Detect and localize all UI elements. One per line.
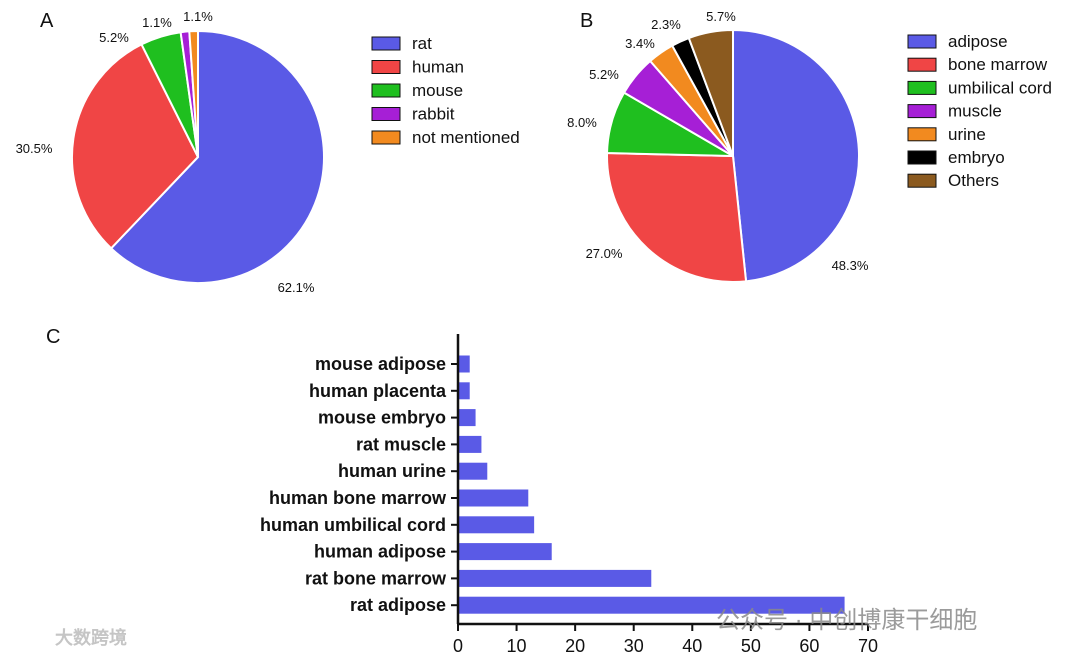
legend-label-mouse: mouse <box>412 81 463 100</box>
x-tick-label: 50 <box>741 636 761 656</box>
legend-label-umbilical-cord: umbilical cord <box>948 78 1052 97</box>
legend-label-human: human <box>412 58 464 77</box>
legend-label-adipose: adipose <box>948 32 1008 51</box>
legend-swatch-rat <box>371 36 401 51</box>
bar-human-bone-marrow <box>458 489 529 507</box>
pie-chart-b: 48.3% 27.0% 8.0% 5.2% 3.4% 2.3% 5.7% adipose bon… <box>567 9 1052 283</box>
legend-swatch-others <box>907 173 937 188</box>
pie-value-label: 1.1% <box>142 15 172 30</box>
legend-swatch-urine <box>907 127 937 142</box>
pie-value-label: 27.0% <box>586 246 623 261</box>
legend-swatch-human <box>371 60 401 74</box>
pie-slice-others <box>687 28 734 157</box>
bar-human-umbilical-cord <box>458 516 535 534</box>
pie-value-label: 2.3% <box>651 17 681 32</box>
legend-swatch-mouse <box>371 83 401 98</box>
x-tick-label: 60 <box>799 636 819 656</box>
pie-value-label: 5.2% <box>99 30 129 45</box>
x-tick-label: 20 <box>565 636 585 656</box>
pie-value-label: 8.0% <box>567 115 597 130</box>
legend-swatch-adipose <box>907 34 937 49</box>
bar-mouse-adipose <box>458 355 470 373</box>
bar-rat-adipose <box>458 596 845 614</box>
pie-chart-a: 62.1% 30.5% 5.2% 1.1% 1.1% rat human mouse rabbi… <box>16 9 520 295</box>
legend-label-not-mentioned: not mentioned <box>412 128 520 147</box>
pie-slice-bone-marrow <box>606 152 748 283</box>
pie-value-label: 48.3% <box>832 258 869 273</box>
category-label-rat-muscle: rat muscle <box>356 434 446 454</box>
category-label-human-bone-marrow: human bone marrow <box>269 488 447 508</box>
pie-value-label: 1.1% <box>183 9 213 24</box>
bar-chart-c: mouse adipose human placenta mouse embryo r… <box>260 334 878 656</box>
legend-swatch-muscle <box>907 104 937 119</box>
x-tick-label: 0 <box>453 636 463 656</box>
pie-value-label: 30.5% <box>16 141 53 156</box>
panel-label-a: A <box>40 10 54 32</box>
legend-swatch-umbilical-cord <box>907 80 937 95</box>
legend-swatch-not-mentioned <box>371 130 401 145</box>
pie-value-label: 3.4% <box>625 36 655 51</box>
category-label-human-umbilical-cord: human umbilical cord <box>260 515 446 535</box>
legend-swatch-embryo <box>907 150 937 165</box>
pie-slice-rat <box>109 29 325 284</box>
category-label-human-urine: human urine <box>338 461 446 481</box>
legend-label-bone-marrow: bone marrow <box>948 55 1048 74</box>
legend-swatch-bone-marrow <box>907 57 937 72</box>
category-label-human-adipose: human adipose <box>314 542 446 562</box>
pie-value-label: 5.7% <box>706 9 736 24</box>
category-label-mouse-adipose: mouse adipose <box>315 354 446 374</box>
legend-label-rat: rat <box>412 34 432 53</box>
legend-swatch-rabbit <box>371 107 401 121</box>
bar-human-adipose <box>458 543 552 561</box>
legend-label-others: Others <box>948 171 999 190</box>
panel-label-c: C <box>46 326 61 348</box>
pie-value-label: 5.2% <box>589 67 619 82</box>
legend-label-rabbit: rabbit <box>412 105 455 124</box>
watermark-left: 大数跨境 <box>55 628 127 648</box>
x-tick-label: 70 <box>858 636 878 656</box>
x-tick-label: 10 <box>507 636 527 656</box>
bar-human-urine <box>458 462 488 480</box>
legend-label-embryo: embryo <box>948 148 1005 167</box>
panel-label-b: B <box>580 10 594 32</box>
bar-mouse-embryo <box>458 409 476 427</box>
category-label-rat-adipose: rat adipose <box>350 595 446 615</box>
category-label-mouse-embryo: mouse embryo <box>318 408 446 428</box>
legend-label-urine: urine <box>948 125 986 144</box>
legend-label-muscle: muscle <box>948 102 1002 121</box>
watermark-right: 公众号 · 中创博康干细胞 <box>716 607 978 634</box>
x-tick-label: 30 <box>624 636 644 656</box>
x-tick-label: 40 <box>682 636 702 656</box>
pie-slice-adipose <box>732 28 860 283</box>
category-label-human-placenta: human placenta <box>309 381 447 401</box>
bar-rat-bone-marrow <box>458 569 652 587</box>
pie-value-label: 62.1% <box>278 280 315 295</box>
bar-human-placenta <box>458 382 470 400</box>
bar-rat-muscle <box>458 435 482 453</box>
category-label-rat-bone-marrow: rat bone marrow <box>305 568 447 588</box>
pie-slice-not-mentioned <box>188 29 199 158</box>
